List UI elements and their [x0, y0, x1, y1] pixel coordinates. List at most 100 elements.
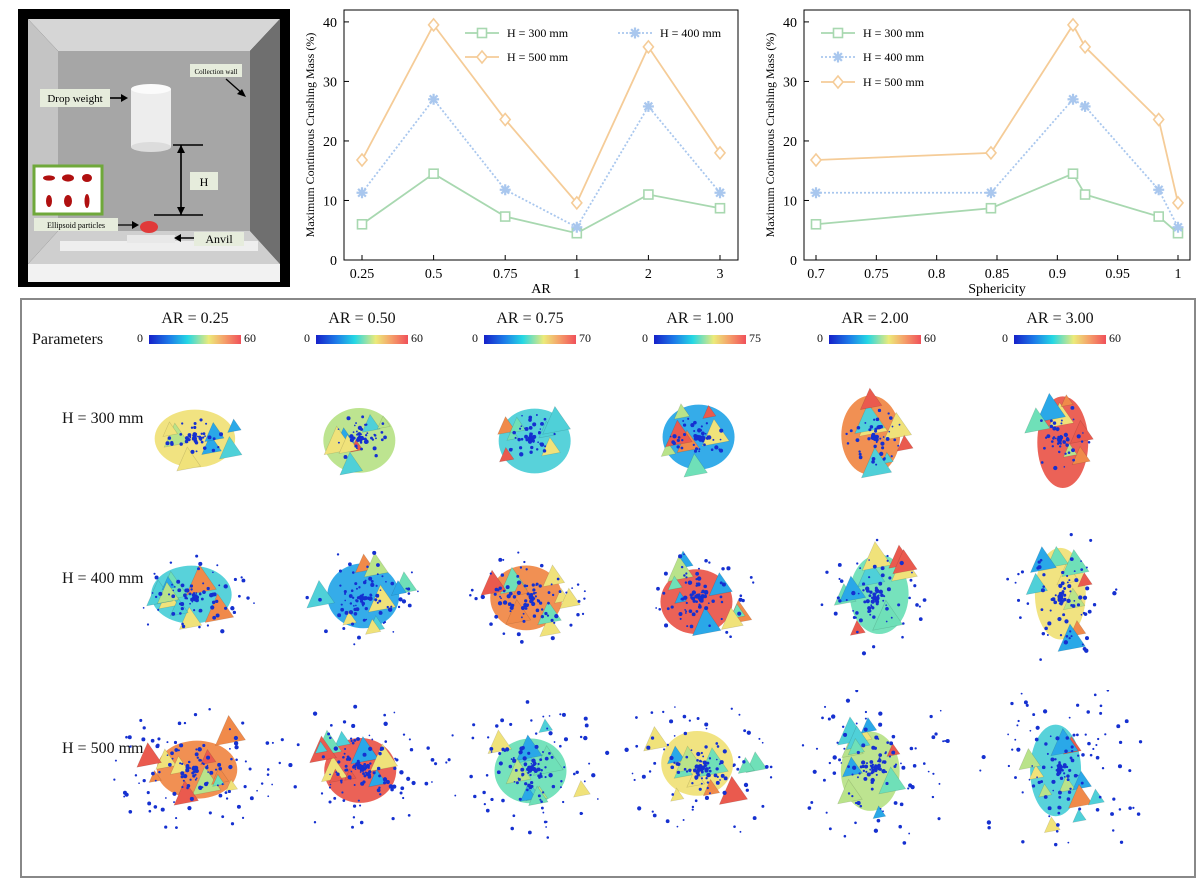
fine-particle — [706, 786, 709, 790]
fine-particle — [875, 602, 879, 606]
fine-particle — [680, 446, 684, 450]
fine-particle — [366, 432, 369, 435]
fine-particle — [202, 582, 205, 585]
fine-particle — [134, 774, 138, 777]
colorbar — [1014, 335, 1106, 344]
fine-particle — [151, 592, 154, 594]
fine-particle — [708, 757, 712, 760]
fine-particle — [408, 738, 411, 741]
fragment-render — [660, 403, 735, 478]
drop-weight-bottom — [131, 142, 171, 152]
fine-particle — [886, 587, 891, 592]
fine-particle — [129, 745, 132, 748]
fine-particle — [426, 746, 430, 750]
fragment — [896, 434, 914, 452]
fine-particle — [267, 795, 270, 798]
x-tick-label: 0.85 — [985, 267, 1010, 282]
fine-particle — [838, 599, 842, 603]
drop-weight-cylinder — [131, 89, 171, 147]
fine-particle — [571, 587, 574, 590]
fine-particle — [125, 735, 128, 739]
legend-label: H = 400 mm — [863, 50, 925, 64]
fine-particle — [1068, 768, 1072, 772]
base-plate — [28, 264, 280, 282]
fine-particle — [342, 720, 347, 724]
fine-particle — [1068, 579, 1071, 582]
fine-particle — [874, 596, 876, 599]
fine-particle — [540, 608, 544, 611]
fine-particle — [703, 443, 706, 447]
fine-particle — [1095, 808, 1100, 812]
fine-particle — [648, 770, 652, 773]
fine-particle — [210, 605, 215, 610]
fine-particle — [882, 810, 884, 813]
fragment — [859, 387, 883, 410]
fine-particle — [338, 569, 343, 573]
fine-particle — [561, 800, 565, 804]
legend-marker — [832, 51, 844, 63]
fine-particle — [918, 605, 921, 608]
fine-particle — [512, 756, 515, 760]
fine-particle — [536, 598, 539, 602]
fine-particle — [869, 425, 874, 429]
fine-particle — [693, 449, 698, 453]
fine-particle — [1060, 581, 1065, 586]
fine-particle — [1063, 432, 1068, 437]
fragment — [573, 779, 591, 798]
fine-particle — [454, 794, 457, 797]
fragment — [361, 413, 381, 433]
fine-particle — [862, 769, 866, 773]
fine-particle — [537, 794, 541, 798]
fine-particle — [1041, 631, 1046, 636]
fine-particle — [698, 436, 702, 440]
fine-particle — [385, 779, 390, 784]
fine-particle — [1069, 557, 1074, 561]
data-point — [809, 152, 823, 168]
plot-area — [343, 9, 739, 261]
fine-particle — [885, 781, 889, 786]
ellipsoid-arrow-icon — [132, 221, 139, 229]
fine-particle — [712, 438, 715, 441]
fine-particle — [352, 765, 355, 768]
fine-particle — [141, 737, 146, 742]
fine-particle — [340, 603, 343, 606]
fine-particle — [498, 761, 503, 766]
fine-particle — [359, 441, 363, 444]
fine-particle — [525, 568, 528, 571]
fine-particle — [520, 437, 524, 441]
fine-particle — [1046, 752, 1049, 755]
fine-particle — [1062, 613, 1066, 617]
fine-particle — [200, 597, 204, 601]
fine-particle — [512, 430, 516, 435]
fine-particle — [183, 721, 187, 725]
fine-particle — [128, 809, 133, 814]
fine-particle — [1082, 595, 1088, 600]
x-tick-label: 0.9 — [1049, 267, 1067, 282]
fine-particle — [546, 836, 550, 839]
fine-particle — [520, 640, 524, 644]
fine-particle — [235, 758, 238, 761]
fine-particle — [1076, 603, 1081, 607]
fragment — [691, 606, 722, 637]
fine-particle — [553, 432, 556, 436]
fine-particle — [672, 434, 677, 439]
fine-particle — [173, 585, 176, 588]
fine-particle — [694, 447, 699, 451]
x-tick-label: 1 — [1175, 267, 1182, 282]
column-title: AR = 0.75 — [496, 310, 564, 327]
fine-particle — [979, 769, 982, 772]
fine-particle — [434, 762, 438, 766]
fine-particle — [362, 618, 366, 622]
fine-particle — [201, 786, 204, 789]
fine-particle — [1099, 704, 1103, 708]
fine-particle — [181, 624, 186, 629]
fine-particle — [524, 782, 528, 786]
fine-particle — [445, 761, 448, 764]
fine-particle — [874, 427, 878, 431]
fine-particle — [700, 431, 705, 436]
fine-particle — [929, 714, 933, 719]
fine-particle — [696, 773, 700, 777]
fine-particle — [554, 614, 559, 619]
fine-particle — [359, 771, 362, 773]
fine-particle — [749, 575, 753, 579]
